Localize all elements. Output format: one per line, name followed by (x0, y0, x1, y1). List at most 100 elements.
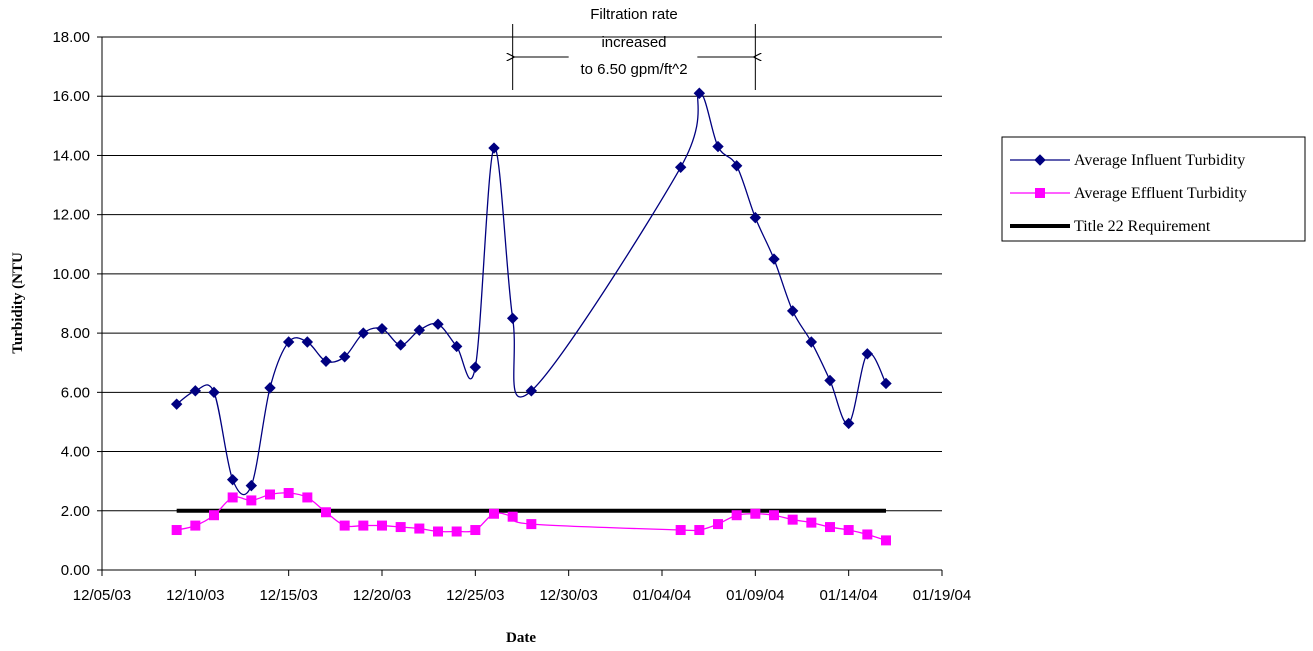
axes: 0.00 2.00 4.00 6.00 8.00 10.00 12.00 14.00 16.00… (52, 29, 971, 604)
legend-box (1001, 136, 1306, 242)
x-tick-label: 01/19/04 (913, 587, 971, 604)
data-point (507, 511, 518, 522)
legend-item: Average Influent Turbidity (1010, 152, 1245, 169)
data-point (433, 526, 443, 537)
data-point (246, 495, 257, 506)
data-point (394, 339, 407, 351)
data-point (208, 386, 220, 399)
data-point (675, 525, 686, 536)
data-point (189, 385, 202, 397)
y-tick-label: 6.00 (61, 384, 90, 401)
data-point (245, 479, 258, 492)
x-tick-label: 12/30/03 (539, 587, 597, 604)
data-point (226, 473, 239, 486)
plot-area (170, 87, 892, 546)
data-point (842, 417, 855, 430)
data-point (488, 142, 500, 154)
data-point (825, 522, 835, 533)
data-point (749, 211, 762, 224)
data-point (526, 519, 537, 530)
x-tick-label: 12/25/03 (446, 587, 504, 604)
data-point (209, 510, 219, 521)
x-tick-label: 12/20/03 (353, 587, 411, 604)
y-tick-label: 16.00 (52, 88, 90, 105)
data-point (302, 492, 313, 503)
y-tick-label: 12.00 (52, 207, 90, 224)
data-point (321, 507, 331, 518)
data-point (170, 398, 183, 410)
data-point (843, 525, 854, 536)
data-point (470, 525, 481, 536)
data-point (320, 355, 332, 367)
x-tick-label: 12/15/03 (259, 587, 317, 604)
x-tick-label: 01/14/04 (819, 587, 877, 604)
data-point (712, 140, 724, 153)
data-point (358, 520, 369, 531)
y-tick-label: 14.00 (52, 147, 90, 164)
x-tick-label: 12/10/03 (166, 587, 224, 604)
legend-label: Average Influent Turbidity (1074, 152, 1245, 169)
y-tick-label: 2.00 (61, 503, 90, 520)
y-tick-label: 18.00 (52, 29, 90, 46)
series-line (176, 92, 887, 496)
data-point (265, 489, 275, 500)
data-point (171, 525, 182, 536)
data-point (824, 374, 836, 387)
y-tick-label: 8.00 (61, 325, 90, 342)
legend-label: Average Effluent Turbidity (1074, 185, 1247, 202)
y-tick-label: 0.00 (61, 562, 90, 579)
data-point (301, 336, 314, 348)
annotation-text: increased (601, 34, 666, 51)
annotation-text: Filtration rate (590, 6, 678, 23)
x-axis-title: Date (506, 630, 536, 646)
legend-item: Average Effluent Turbidity (1010, 185, 1247, 202)
data-point (283, 488, 294, 499)
legend-swatch-marker (1034, 154, 1046, 166)
data-point (338, 351, 351, 363)
data-point (357, 327, 370, 339)
data-point (395, 522, 406, 533)
data-point (339, 520, 350, 531)
data-point (489, 508, 499, 519)
data-point (282, 336, 295, 348)
data-point (450, 340, 463, 353)
data-point (881, 535, 891, 546)
data-point (413, 324, 426, 336)
data-point (377, 520, 387, 531)
data-point (750, 508, 761, 519)
data-point (190, 520, 201, 531)
data-point (769, 510, 779, 521)
y-tick-label: 4.00 (61, 444, 90, 461)
data-point (786, 305, 799, 317)
gridlines (102, 36, 942, 512)
data-point (731, 510, 742, 521)
data-point (414, 523, 425, 534)
data-point (787, 514, 798, 525)
legend: Average Influent Turbidity Average Efflue… (1001, 136, 1306, 242)
data-point (806, 517, 817, 528)
legend-swatch-marker (1035, 188, 1045, 198)
data-point (674, 161, 687, 173)
series-1 (171, 488, 891, 546)
data-point (693, 87, 706, 99)
data-point (713, 519, 723, 530)
data-point (694, 525, 705, 536)
data-point (805, 336, 818, 348)
data-point (862, 529, 873, 540)
data-point (861, 348, 874, 360)
series-0 (170, 87, 892, 496)
data-point (469, 361, 482, 373)
data-point (432, 318, 444, 330)
x-tick-label: 12/05/03 (73, 587, 131, 604)
legend-item: Title 22 Requirement (1010, 218, 1211, 235)
data-point (768, 253, 780, 265)
data-point (880, 377, 892, 390)
annotation: Filtration rate increased to 6.50 gpm/ft^2 (513, 6, 756, 90)
data-point (264, 382, 276, 394)
data-point (227, 492, 238, 503)
y-axis-title: Turbidity (NTU (10, 252, 26, 354)
series-line (176, 492, 887, 542)
data-point (376, 322, 388, 335)
data-point (730, 160, 743, 172)
